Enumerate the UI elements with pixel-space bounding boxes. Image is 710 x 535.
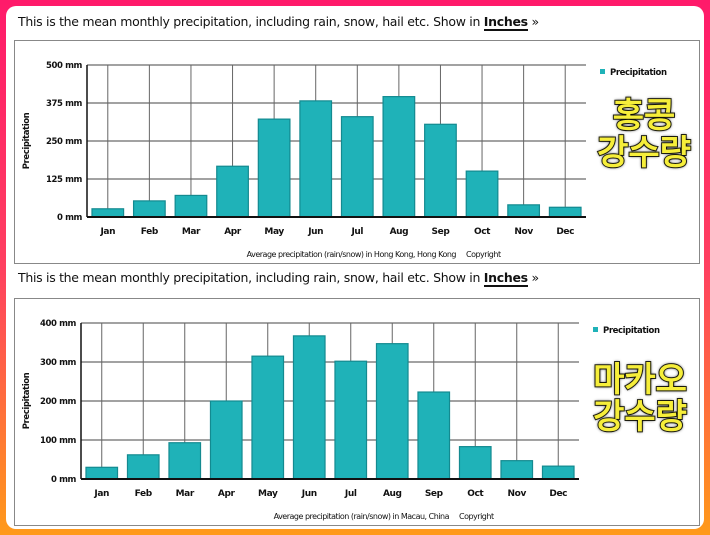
chart-macau: 0 mm 100 mm 200 mm 300 mm 400 mm Jan Feb Mar Apr… <box>14 298 700 526</box>
inches-link[interactable]: Inches <box>483 14 528 31</box>
y-tick-label: 250 mm <box>46 137 83 147</box>
x-tick-label: Dec <box>549 489 567 499</box>
bar-nov <box>507 204 541 218</box>
x-tick-label: Apr <box>218 489 236 499</box>
bar-apr <box>209 400 243 480</box>
x-tick-label: Jan <box>99 227 115 237</box>
x-tick-label: Jun <box>307 227 323 237</box>
bar-jun <box>292 335 326 480</box>
y-tick-label: 375 mm <box>46 99 83 109</box>
bar-jul <box>334 360 368 480</box>
x-tick-label: Jun <box>301 489 317 499</box>
intro-text-hong-kong: This is the mean monthly precipitation, … <box>18 14 539 31</box>
x-tick-label: Oct <box>467 489 484 499</box>
y-tick-label: 0 mm <box>51 475 77 485</box>
bar-nov <box>500 460 534 480</box>
arrow-glyph: » <box>531 270 539 285</box>
x-tick-label: Aug <box>383 489 402 499</box>
copyright-text: Copyright <box>466 250 501 259</box>
bar-jan <box>85 466 119 480</box>
x-tick-label: May <box>264 227 284 237</box>
inches-link[interactable]: Inches <box>483 270 528 287</box>
bar-dec <box>541 465 575 480</box>
bar-oct <box>458 446 492 480</box>
bar-aug <box>382 96 416 218</box>
overlay-caption-macau: 마카오 강수량 <box>592 360 688 438</box>
y-tick-label: 200 mm <box>40 397 77 407</box>
arrow-glyph: » <box>531 14 539 29</box>
y-tick-label: 400 mm <box>40 319 77 329</box>
chart-hong-kong-svg: 0 mm 125 mm 250 mm 375 mm 500 mm Jan Feb Mar Apr… <box>22 61 667 259</box>
bar-sep <box>424 123 457 218</box>
legend-label: Precipitation <box>610 68 667 78</box>
chart-macau-svg: 0 mm 100 mm 200 mm 300 mm 400 mm Jan Feb Mar Apr… <box>22 319 660 521</box>
y-tick-label: 300 mm <box>40 358 77 368</box>
bar-apr <box>216 165 249 218</box>
bar-oct <box>465 170 499 218</box>
x-tick-label: Feb <box>135 489 153 499</box>
x-tick-label: Mar <box>176 489 195 499</box>
x-tick-label: Jul <box>344 489 357 499</box>
intro-label: This is the mean monthly precipitation, … <box>18 270 484 285</box>
legend-swatch <box>593 327 598 332</box>
x-tick-label: Aug <box>390 227 409 237</box>
x-tick-label: Feb <box>141 227 159 237</box>
legend-swatch <box>600 69 605 74</box>
chart-hong-kong: 0 mm 125 mm 250 mm 375 mm 500 mm Jan Feb Mar Apr… <box>14 40 700 264</box>
bar-may <box>251 355 285 480</box>
y-tick-label: 500 mm <box>46 61 83 71</box>
x-tick-label: Apr <box>224 227 242 237</box>
intro-label: This is the mean monthly precipitation, … <box>18 14 484 29</box>
intro-text-macau: This is the mean monthly precipitation, … <box>18 270 539 287</box>
bar-sep <box>417 391 451 480</box>
bar-dec <box>548 206 582 218</box>
x-axis-caption: Average precipitation (rain/snow) in Mac… <box>274 512 450 521</box>
x-tick-label: Nov <box>514 227 533 237</box>
x-tick-label: Nov <box>508 489 527 499</box>
bar-feb <box>132 200 166 218</box>
y-tick-label: 0 mm <box>57 213 83 223</box>
y-tick-label: 125 mm <box>46 175 83 185</box>
copyright-text: Copyright <box>459 512 494 521</box>
bar-jan <box>91 208 125 218</box>
overlay-caption-hong-kong: 홍콩 강수량 <box>596 96 692 174</box>
x-tick-label: Dec <box>556 227 574 237</box>
y-axis-label: Precipitation <box>22 112 32 169</box>
screenshot-canvas: This is the mean monthly precipitation, … <box>6 6 704 529</box>
legend-label: Precipitation <box>603 326 660 336</box>
bar-may <box>257 118 291 218</box>
x-tick-label: Mar <box>182 227 201 237</box>
bar-mar <box>168 442 202 480</box>
bar-mar <box>174 194 208 218</box>
bar-jul <box>340 116 374 218</box>
x-tick-label: Jan <box>93 489 109 499</box>
x-tick-label: Oct <box>474 227 491 237</box>
bar-jun <box>299 100 333 218</box>
y-tick-label: 100 mm <box>40 436 77 446</box>
bar-feb <box>126 454 160 480</box>
x-tick-label: Sep <box>432 227 451 237</box>
x-axis-caption: Average precipitation (rain/snow) in Hon… <box>247 250 457 259</box>
x-tick-label: Sep <box>425 489 444 499</box>
bar-aug <box>375 343 409 480</box>
x-tick-label: May <box>258 489 278 499</box>
y-axis-label: Precipitation <box>22 372 32 429</box>
x-tick-label: Jul <box>350 227 363 237</box>
